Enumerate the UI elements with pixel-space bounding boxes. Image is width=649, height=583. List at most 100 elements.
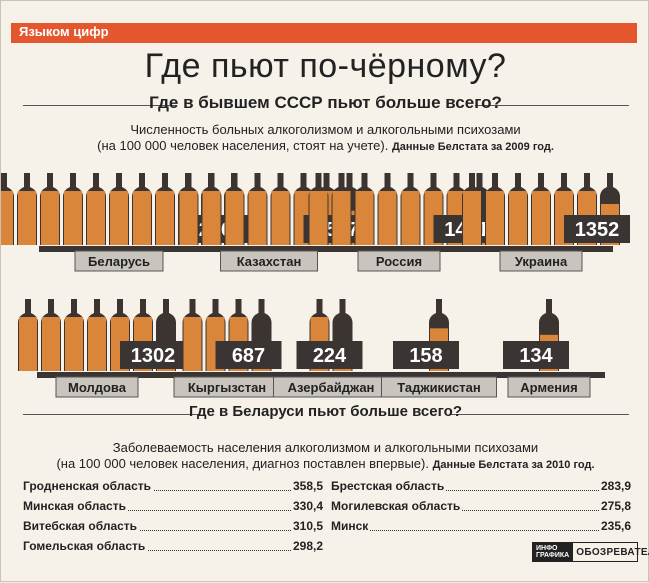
- bottle-liquid: [179, 191, 198, 245]
- leader-dots: [23, 490, 323, 491]
- bottle-liquid: [248, 191, 267, 245]
- leader-dots: [23, 510, 323, 511]
- bottle-cap: [277, 173, 284, 178]
- bottle-cap: [361, 173, 368, 178]
- region-name: Гродненская область: [23, 479, 153, 493]
- bottle-cap: [346, 173, 353, 178]
- leader-dots: [331, 510, 631, 511]
- bottle-cap: [323, 173, 330, 178]
- bottle-cap: [231, 173, 238, 178]
- region-value: 358,5: [290, 479, 323, 493]
- bottle-liquid: [183, 317, 202, 371]
- bottle-cap: [185, 173, 192, 178]
- list-item: Гродненская область 358,5: [23, 479, 323, 495]
- bottle-cap: [93, 173, 99, 178]
- bottle-liquid: [378, 191, 397, 245]
- region-value: 330,4: [290, 499, 323, 513]
- region-name: Минск: [331, 519, 371, 533]
- region-name: Минская область: [23, 499, 128, 513]
- list-item: Гомельская область 298,2: [23, 539, 323, 555]
- section1-source: Данные Белстата за 2009 год.: [391, 141, 554, 153]
- data-label: 134: [519, 345, 553, 367]
- section1-description: Численность больных алкоголизмом и алког…: [1, 122, 649, 155]
- bottle-liquid: [309, 191, 328, 245]
- bottle-cap: [235, 299, 242, 304]
- country-label-box: [74, 250, 164, 272]
- leader-dots: [23, 530, 323, 531]
- tick-label: Казахстан: [237, 254, 302, 269]
- bottle-liquid: [401, 191, 420, 245]
- rubric-label: Языком цифр: [19, 24, 109, 39]
- bottle-liquid: [19, 317, 37, 371]
- bottle-cap: [338, 173, 345, 178]
- bottle-cap: [436, 299, 442, 304]
- bottle-cap: [71, 299, 77, 304]
- publisher-name: ОБОЗРЕВАТЕЛЬ: [576, 546, 649, 558]
- region-value: 298,2: [290, 539, 323, 553]
- bottle-cap: [546, 299, 552, 304]
- value-plaque: [215, 341, 282, 369]
- tick-label: Армения: [520, 380, 577, 395]
- bottle-cap: [515, 173, 521, 178]
- region-name: Брестская область: [331, 479, 447, 493]
- section2-source: Данные Белстата за 2010 год.: [432, 459, 595, 471]
- section1-heading: Где в бывшем СССР пьют больше всего?: [149, 93, 502, 112]
- value-plaque: [296, 341, 363, 369]
- country-label-box: [357, 250, 441, 272]
- bottle-cap: [163, 299, 169, 304]
- bottle-cap: [538, 173, 544, 178]
- section2-heading: Где в Беларуси пьют больше всего?: [189, 403, 462, 420]
- bottle-liquid: [355, 191, 374, 245]
- bottle-liquid: [332, 191, 351, 245]
- bar: 134 Армения: [503, 299, 591, 398]
- bar: 158 Таджикистан: [381, 299, 497, 398]
- section2-description: Заболеваемость населения алкоголизмом и …: [1, 440, 649, 473]
- bottle-liquid: [133, 191, 151, 245]
- tick-label: Молдова: [68, 380, 127, 395]
- shelf: [39, 246, 613, 252]
- bottle-cap: [584, 173, 590, 178]
- value-plaque: [120, 341, 186, 369]
- leader-dots: [23, 550, 323, 551]
- country-label-box: [499, 250, 583, 272]
- bottle-cap: [430, 173, 437, 178]
- bottle-cap: [162, 173, 168, 178]
- leader-dots: [331, 490, 631, 491]
- country-label-box: [55, 376, 139, 398]
- bottle-cap: [117, 299, 123, 304]
- tick-label: Азербайджан: [288, 380, 375, 395]
- tick-label: Россия: [376, 254, 422, 269]
- bottle-cap: [70, 173, 76, 178]
- bottle-liquid: [486, 191, 504, 245]
- divider: [475, 105, 629, 106]
- region-value: 235,6: [598, 519, 631, 533]
- bar: 1352 Украина: [462, 173, 630, 272]
- data-label: 687: [232, 345, 265, 367]
- bottle-liquid: [509, 191, 527, 245]
- logo-mark-line2: ГРАФИКА: [536, 552, 570, 559]
- value-plaque: [503, 341, 569, 369]
- section1-desc-line2: (на 100 000 человек населения, стоят на …: [97, 138, 389, 153]
- list-item: Витебская область 310,5: [23, 519, 323, 535]
- country-label-box: [381, 376, 497, 398]
- list-item: Могилевская область 275,8: [331, 499, 631, 515]
- bottle-cap: [47, 173, 53, 178]
- bottle-cap: [24, 173, 30, 178]
- data-label: 158: [409, 345, 442, 367]
- bottle-liquid: [64, 191, 82, 245]
- bottle-cap: [492, 173, 498, 178]
- bottle-cap: [561, 173, 567, 178]
- shelf: [37, 372, 605, 378]
- region-value: 310,5: [290, 519, 323, 533]
- region-value: 275,8: [598, 499, 631, 513]
- bottle-liquid: [42, 317, 60, 371]
- bottle-liquid: [65, 317, 83, 371]
- bottle-cap: [316, 299, 323, 304]
- bottle-liquid: [1, 191, 13, 245]
- bottle-liquid: [225, 191, 244, 245]
- bottle-liquid: [202, 191, 221, 245]
- bottle-cap: [94, 299, 100, 304]
- region-name: Могилевская область: [331, 499, 463, 513]
- divider: [451, 414, 629, 415]
